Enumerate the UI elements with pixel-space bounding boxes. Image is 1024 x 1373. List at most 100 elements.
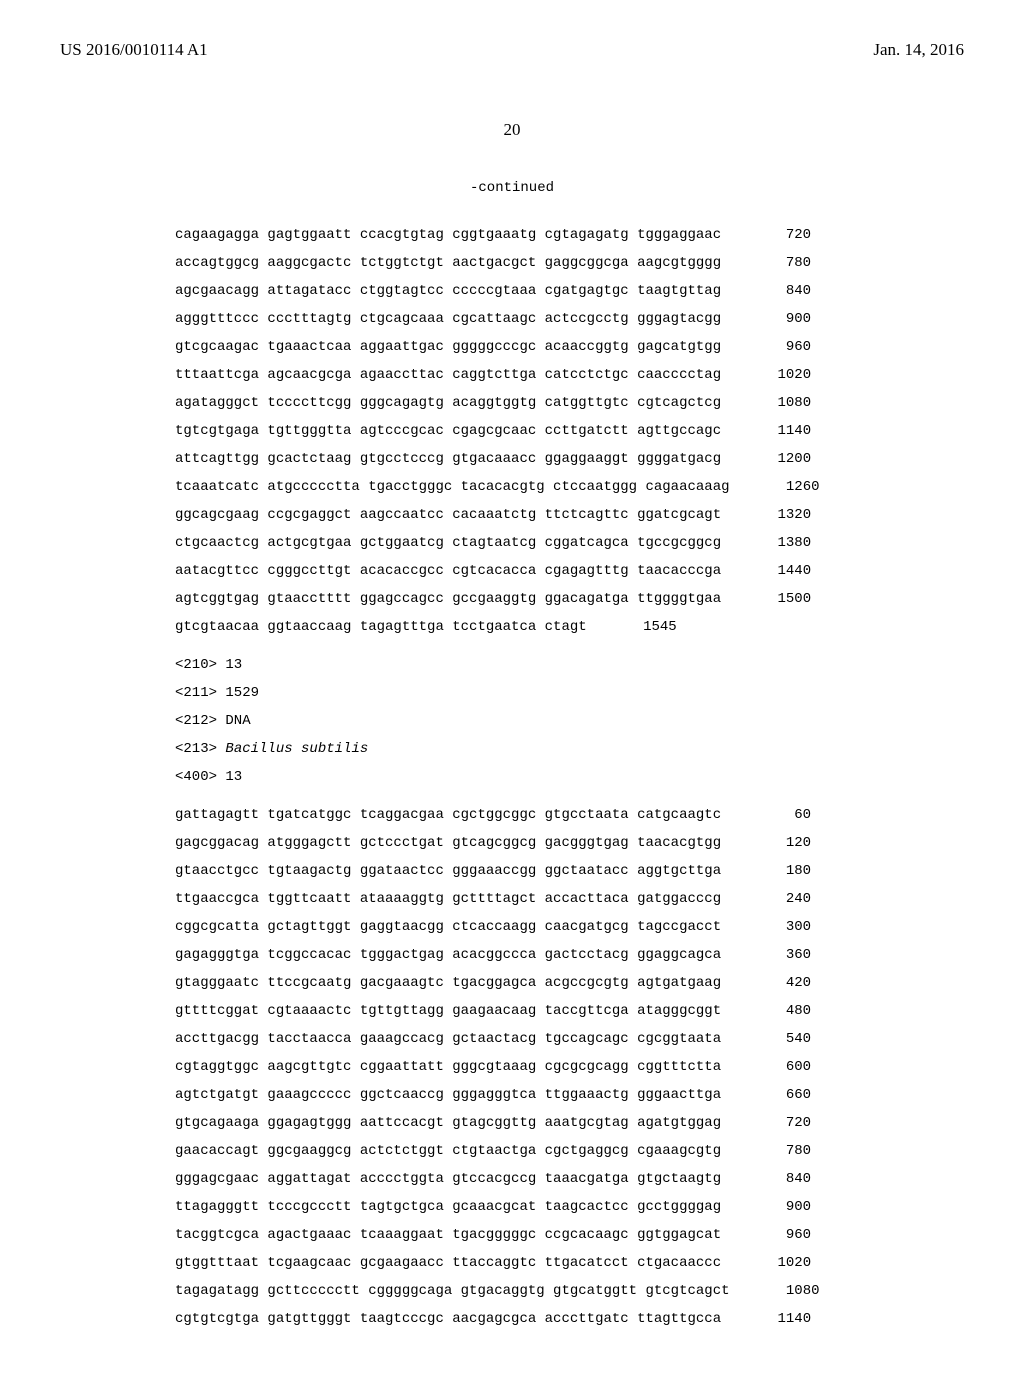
metadata-line: <211> 1529 xyxy=(175,679,964,707)
sequence-text: tttaattcga agcaacgcga agaaccttac caggtct… xyxy=(175,361,721,389)
sequence-text: agcgaacagg attagatacc ctggtagtcc cccccgt… xyxy=(175,277,721,305)
sequence-row: gggagcgaac aggattagat acccctggta gtccacg… xyxy=(175,1165,964,1193)
sequence-position: 420 xyxy=(751,969,811,997)
sequence-row: attcagttgg gcactctaag gtgcctcccg gtgacaa… xyxy=(175,445,964,473)
sequence-position: 600 xyxy=(751,1053,811,1081)
sequence-text: gtcgtaacaa ggtaaccaag tagagtttga tcctgaa… xyxy=(175,613,587,641)
metadata-line: <212> DNA xyxy=(175,707,964,735)
sequence-position: 60 xyxy=(751,801,811,829)
sequence-text: gtagggaatc ttccgcaatg gacgaaagtc tgacgga… xyxy=(175,969,721,997)
sequence-text: gattagagtt tgatcatggc tcaggacgaa cgctggc… xyxy=(175,801,721,829)
sequence-position: 660 xyxy=(751,1081,811,1109)
sequence-row: gaacaccagt ggcgaaggcg actctctggt ctgtaac… xyxy=(175,1137,964,1165)
sequence-text: agtcggtgag gtaacctttt ggagccagcc gccgaag… xyxy=(175,585,721,613)
sequence-row: agtctgatgt gaaagccccc ggctcaaccg gggaggg… xyxy=(175,1081,964,1109)
sequence-position: 960 xyxy=(751,1221,811,1249)
sequence-row: agtcggtgag gtaacctttt ggagccagcc gccgaag… xyxy=(175,585,964,613)
sequence-position: 300 xyxy=(751,913,811,941)
sequence-text: agatagggct tccccttcgg gggcagagtg acaggtg… xyxy=(175,389,721,417)
sequence-position: 1320 xyxy=(751,501,811,529)
page-container: US 2016/0010114 A1 Jan. 14, 2016 20 -con… xyxy=(0,0,1024,1373)
sequence-position: 960 xyxy=(751,333,811,361)
sequence-row: tttaattcga agcaacgcga agaaccttac caggtct… xyxy=(175,361,964,389)
sequence-text: tcaaatcatc atgccccctta tgacctgggc tacaca… xyxy=(175,473,730,501)
sequence-text: ttagagggtt tcccgccctt tagtgctgca gcaaacg… xyxy=(175,1193,721,1221)
sequence-text: agggtttccc ccctttagtg ctgcagcaaa cgcatta… xyxy=(175,305,721,333)
patent-number: US 2016/0010114 A1 xyxy=(60,40,208,60)
sequence-row: gtaacctgcc tgtaagactg ggataactcc gggaaac… xyxy=(175,857,964,885)
sequence-row: tacggtcgca agactgaaac tcaaaggaat tgacggg… xyxy=(175,1221,964,1249)
sequence-text: gtgcagaaga ggagagtggg aattccacgt gtagcgg… xyxy=(175,1109,721,1137)
sequence-text: gtaacctgcc tgtaagactg ggataactcc gggaaac… xyxy=(175,857,721,885)
sequence-position: 1080 xyxy=(760,1277,820,1305)
sequence-position: 720 xyxy=(751,221,811,249)
sequence-position: 480 xyxy=(751,997,811,1025)
sequence-row: tcaaatcatc atgccccctta tgacctgggc tacaca… xyxy=(175,473,964,501)
sequence-row: agggtttccc ccctttagtg ctgcagcaaa cgcatta… xyxy=(175,305,964,333)
sequence-row: aatacgttcc cgggccttgt acacaccgcc cgtcaca… xyxy=(175,557,964,585)
sequence-text: cgtaggtggc aagcgttgtc cggaattatt gggcgta… xyxy=(175,1053,721,1081)
sequence-position: 720 xyxy=(751,1109,811,1137)
metadata-line: <213> Bacillus subtilis xyxy=(175,735,964,763)
sequence-row: ggcagcgaag ccgcgaggct aagccaatcc cacaaat… xyxy=(175,501,964,529)
sequence-row: cgtaggtggc aagcgttgtc cggaattatt gggcgta… xyxy=(175,1053,964,1081)
sequence-text: gtcgcaagac tgaaactcaa aggaattgac gggggcc… xyxy=(175,333,721,361)
sequence-row: gtcgcaagac tgaaactcaa aggaattgac gggggcc… xyxy=(175,333,964,361)
sequence-position: 1500 xyxy=(751,585,811,613)
sequence-text: ggcagcgaag ccgcgaggct aagccaatcc cacaaat… xyxy=(175,501,721,529)
sequence-row: gagagggtga tcggccacac tgggactgag acacggc… xyxy=(175,941,964,969)
sequence-position: 1080 xyxy=(751,389,811,417)
sequence-position: 120 xyxy=(751,829,811,857)
sequence-row: tgtcgtgaga tgttgggtta agtcccgcac cgagcgc… xyxy=(175,417,964,445)
continued-label: -continued xyxy=(60,180,964,196)
sequence-metadata: <210> 13<211> 1529<212> DNA<213> Bacillu… xyxy=(175,651,964,791)
sequence-text: cgtgtcgtga gatgttgggt taagtcccgc aacgagc… xyxy=(175,1305,721,1333)
sequence-text: cggcgcatta gctagttggt gaggtaacgg ctcacca… xyxy=(175,913,721,941)
sequence-text: gagcggacag atgggagctt gctccctgat gtcagcg… xyxy=(175,829,721,857)
sequence-row: accagtggcg aaggcgactc tctggtctgt aactgac… xyxy=(175,249,964,277)
sequence-position: 240 xyxy=(751,885,811,913)
sequence-row: gtggtttaat tcgaagcaac gcgaagaacc ttaccag… xyxy=(175,1249,964,1277)
sequence-text: gtggtttaat tcgaagcaac gcgaagaacc ttaccag… xyxy=(175,1249,721,1277)
page-number: 20 xyxy=(60,120,964,140)
sequence-text: accagtggcg aaggcgactc tctggtctgt aactgac… xyxy=(175,249,721,277)
sequence-text: tacggtcgca agactgaaac tcaaaggaat tgacggg… xyxy=(175,1221,721,1249)
sequence-position: 1440 xyxy=(751,557,811,585)
sequence-block-1: cagaagagga gagtggaatt ccacgtgtag cggtgaa… xyxy=(175,221,964,641)
sequence-text: accttgacgg tacctaacca gaaagccacg gctaact… xyxy=(175,1025,721,1053)
sequence-row: gattagagtt tgatcatggc tcaggacgaa cgctggc… xyxy=(175,801,964,829)
sequence-position: 1380 xyxy=(751,529,811,557)
sequence-block-2: gattagagtt tgatcatggc tcaggacgaa cgctggc… xyxy=(175,801,964,1333)
sequence-row: gttttcggat cgtaaaactc tgttgttagg gaagaac… xyxy=(175,997,964,1025)
sequence-position: 360 xyxy=(751,941,811,969)
publication-date: Jan. 14, 2016 xyxy=(873,40,964,60)
sequence-text: ctgcaactcg actgcgtgaa gctggaatcg ctagtaa… xyxy=(175,529,721,557)
sequence-position: 1140 xyxy=(751,417,811,445)
sequence-row: gagcggacag atgggagctt gctccctgat gtcagcg… xyxy=(175,829,964,857)
sequence-row: cagaagagga gagtggaatt ccacgtgtag cggtgaa… xyxy=(175,221,964,249)
sequence-text: gggagcgaac aggattagat acccctggta gtccacg… xyxy=(175,1165,721,1193)
sequence-text: cagaagagga gagtggaatt ccacgtgtag cggtgaa… xyxy=(175,221,721,249)
sequence-row: gtagggaatc ttccgcaatg gacgaaagtc tgacgga… xyxy=(175,969,964,997)
metadata-line: <400> 13 xyxy=(175,763,964,791)
sequence-position: 840 xyxy=(751,1165,811,1193)
sequence-text: agtctgatgt gaaagccccc ggctcaaccg gggaggg… xyxy=(175,1081,721,1109)
sequence-position: 840 xyxy=(751,277,811,305)
sequence-row: tagagatagg gcttccccctt cgggggcaga gtgaca… xyxy=(175,1277,964,1305)
sequence-row: agatagggct tccccttcgg gggcagagtg acaggtg… xyxy=(175,389,964,417)
sequence-row: ttgaaccgca tggttcaatt ataaaaggtg gctttta… xyxy=(175,885,964,913)
sequence-row: ctgcaactcg actgcgtgaa gctggaatcg ctagtaa… xyxy=(175,529,964,557)
sequence-text: aatacgttcc cgggccttgt acacaccgcc cgtcaca… xyxy=(175,557,721,585)
sequence-position: 1260 xyxy=(760,473,820,501)
sequence-row: cgtgtcgtga gatgttgggt taagtcccgc aacgagc… xyxy=(175,1305,964,1333)
sequence-row: ttagagggtt tcccgccctt tagtgctgca gcaaacg… xyxy=(175,1193,964,1221)
sequence-position: 1545 xyxy=(617,613,677,641)
sequence-position: 1020 xyxy=(751,361,811,389)
page-header: US 2016/0010114 A1 Jan. 14, 2016 xyxy=(60,40,964,60)
sequence-text: gaacaccagt ggcgaaggcg actctctggt ctgtaac… xyxy=(175,1137,721,1165)
sequence-row: gtcgtaacaa ggtaaccaag tagagtttga tcctgaa… xyxy=(175,613,964,641)
sequence-position: 1020 xyxy=(751,1249,811,1277)
sequence-position: 900 xyxy=(751,305,811,333)
sequence-text: gagagggtga tcggccacac tgggactgag acacggc… xyxy=(175,941,721,969)
sequence-position: 1200 xyxy=(751,445,811,473)
